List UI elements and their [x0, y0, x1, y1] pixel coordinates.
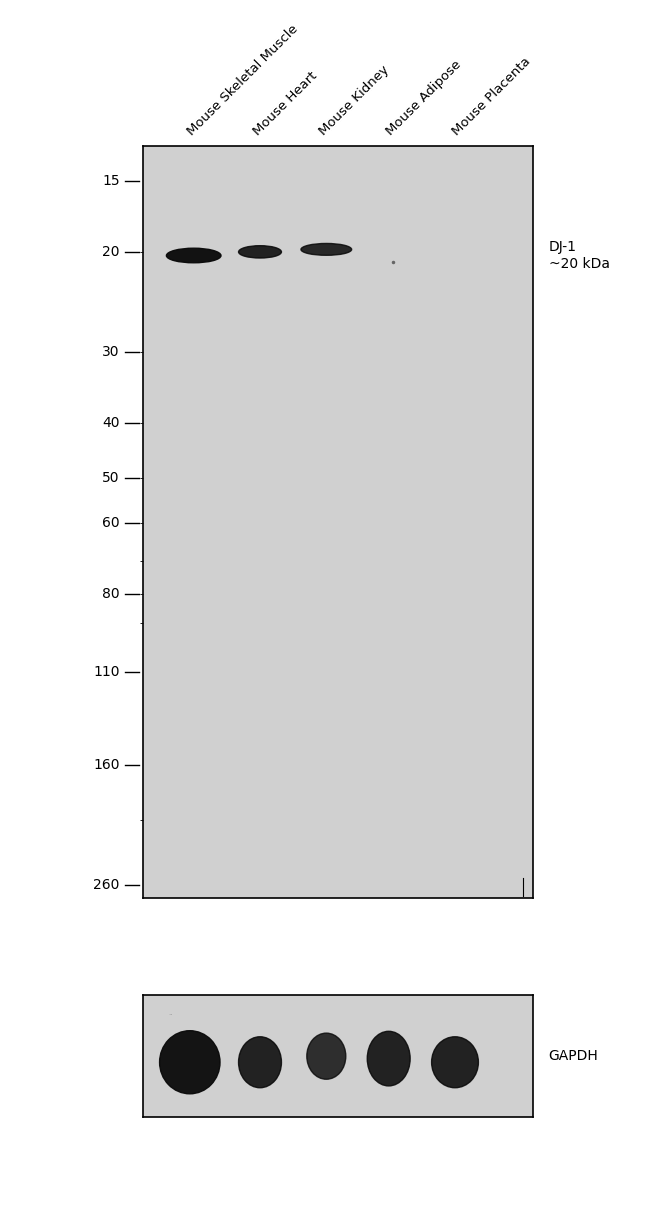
- Text: 60: 60: [102, 516, 120, 529]
- Ellipse shape: [432, 1037, 478, 1088]
- Text: 40: 40: [102, 416, 120, 430]
- Text: Mouse Placenta: Mouse Placenta: [450, 55, 533, 138]
- Text: ..: ..: [168, 1010, 172, 1016]
- Text: 50: 50: [102, 471, 120, 484]
- Ellipse shape: [301, 244, 352, 255]
- Ellipse shape: [239, 1037, 281, 1088]
- Text: Mouse Kidney: Mouse Kidney: [317, 63, 392, 138]
- Text: 80: 80: [102, 586, 120, 601]
- Text: 160: 160: [93, 758, 120, 772]
- Text: DJ-1
~20 kDa: DJ-1 ~20 kDa: [549, 240, 610, 271]
- Ellipse shape: [307, 1033, 346, 1079]
- Text: 30: 30: [102, 345, 120, 359]
- Text: 110: 110: [93, 665, 120, 680]
- Ellipse shape: [160, 1031, 220, 1094]
- Text: 260: 260: [93, 878, 120, 891]
- Text: Mouse Adipose: Mouse Adipose: [384, 58, 463, 138]
- Ellipse shape: [367, 1032, 410, 1085]
- Ellipse shape: [166, 248, 221, 262]
- Text: GAPDH: GAPDH: [549, 1049, 599, 1063]
- Text: 15: 15: [102, 174, 120, 188]
- Text: Mouse Heart: Mouse Heart: [251, 69, 320, 138]
- Text: Mouse Skeletal Muscle: Mouse Skeletal Muscle: [185, 22, 300, 138]
- Ellipse shape: [239, 245, 281, 259]
- Text: 20: 20: [102, 245, 120, 259]
